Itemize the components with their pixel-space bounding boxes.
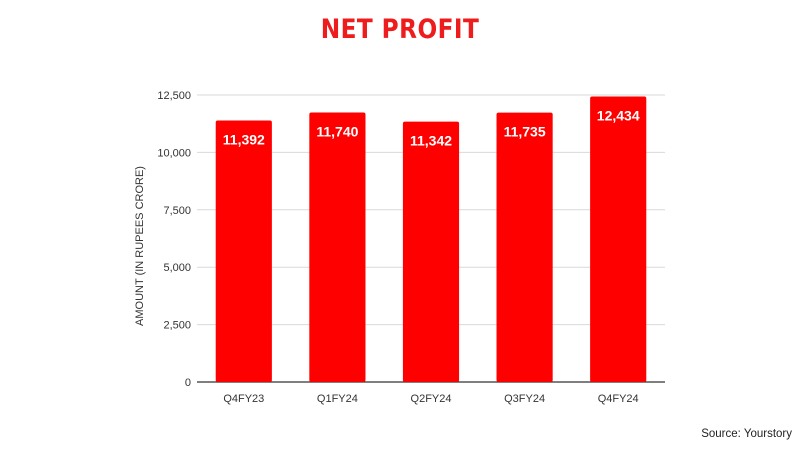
data-label: 12,434	[597, 108, 640, 124]
y-tick-label: 5,000	[163, 262, 191, 274]
bar	[590, 96, 647, 383]
y-tick-label: 2,500	[163, 320, 191, 332]
y-tick-label: 7,500	[163, 205, 191, 217]
chart-title: NET PROFIT	[320, 14, 480, 45]
data-label: 11,342	[410, 133, 452, 149]
data-label: 11,740	[316, 123, 358, 139]
y-tick-label: 10,000	[157, 147, 191, 159]
x-tick-label: Q4FY24	[598, 393, 639, 405]
x-axis-ticks: Q4FY23 Q1FY24 Q2FY24 Q3FY24 Q4FY24	[223, 393, 638, 405]
x-tick-label: Q3FY24	[504, 393, 545, 405]
bar	[309, 112, 366, 383]
y-axis-ticks: 0 2,500 5,000 7,500 10,000 12,500	[157, 90, 191, 389]
source-note: Source: Yourstory	[701, 428, 792, 440]
bar	[215, 120, 272, 382]
y-axis-label: AMOUNT (IN RUPEES CRORE)	[134, 166, 146, 326]
y-tick-label: 12,500	[157, 90, 191, 102]
x-tick-label: Q1FY24	[317, 393, 358, 405]
x-tick-label: Q4FY23	[223, 393, 264, 405]
y-tick-label: 0	[185, 377, 191, 389]
bars: 11,392 11,740 11,342 11,735 12,434	[215, 96, 647, 383]
bar	[402, 121, 460, 382]
data-label: 11,735	[504, 124, 546, 140]
bar	[496, 112, 553, 383]
x-tick-label: Q2FY24	[411, 393, 452, 405]
data-label: 11,392	[223, 131, 265, 147]
